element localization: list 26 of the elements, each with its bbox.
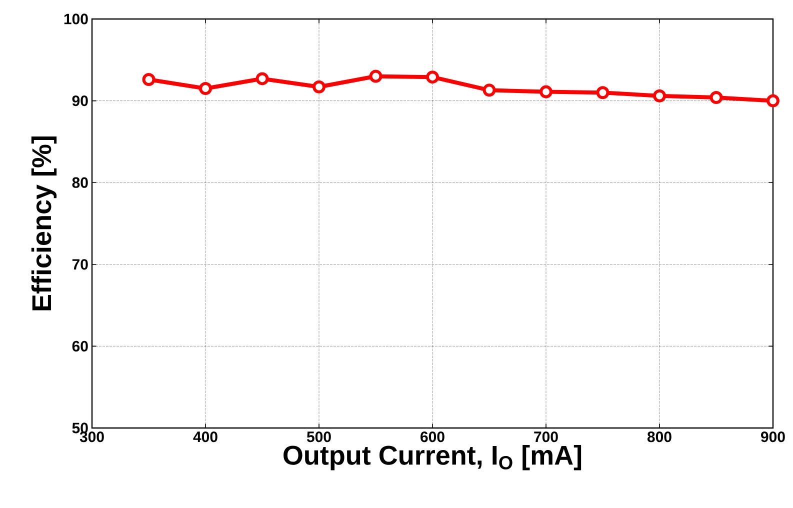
point <box>142 73 156 86</box>
x-tick-label: 900 <box>761 432 785 442</box>
x-tick-label: 600 <box>420 432 444 442</box>
point <box>539 85 552 98</box>
y-tick-label: 70 <box>72 259 88 270</box>
point <box>312 80 326 94</box>
x-tick-label: 400 <box>193 432 218 442</box>
y-tick-label: 90 <box>72 95 88 106</box>
x-tick-label: 700 <box>534 432 558 442</box>
point <box>199 82 212 96</box>
point <box>482 84 496 97</box>
point <box>652 89 666 102</box>
y-tick-label: 100 <box>64 14 88 24</box>
x-tick-label: 300 <box>80 432 104 442</box>
y-tick-label: 60 <box>72 340 88 352</box>
x-tick-label: 500 <box>306 432 331 442</box>
x-tick-label: 800 <box>647 432 672 442</box>
point <box>710 91 723 104</box>
point <box>426 70 439 84</box>
x-axis-title: Output Current, I$_{O}$ [mA] <box>284 445 582 470</box>
point <box>596 86 610 100</box>
point <box>766 94 780 108</box>
point <box>256 72 269 86</box>
y-axis-title: Efficiency [%] <box>31 136 57 310</box>
point <box>369 70 382 83</box>
y-tick-label: 80 <box>72 177 88 188</box>
